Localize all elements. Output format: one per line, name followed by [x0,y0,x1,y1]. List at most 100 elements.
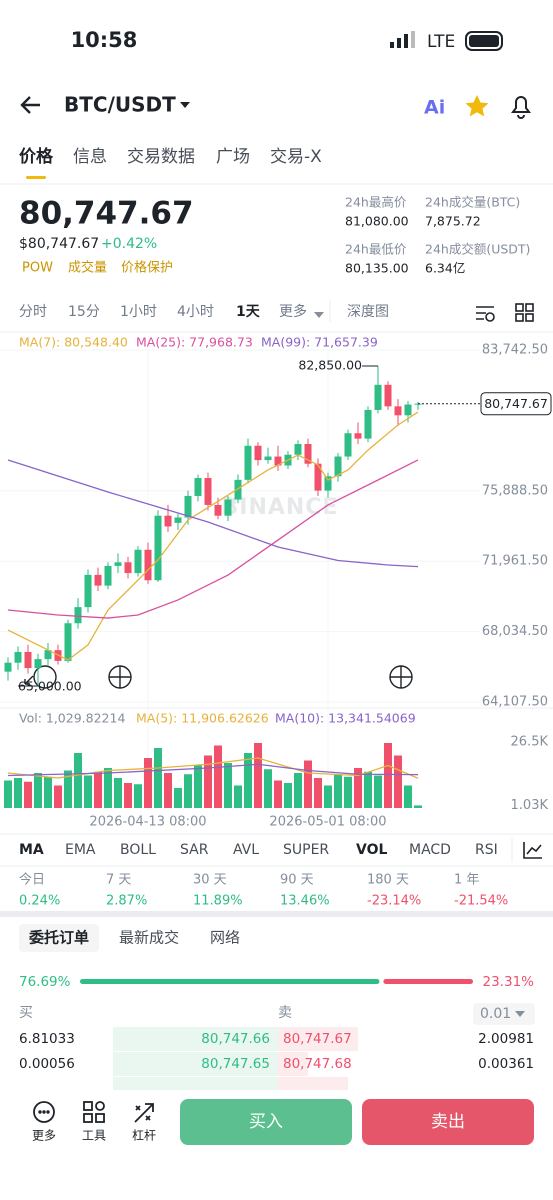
indicator[interactable]: EMA [65,842,96,858]
sell-label[interactable]: 卖出 [431,1112,465,1132]
alert-button[interactable] [511,96,531,119]
volume-bar [314,778,322,808]
tab[interactable]: 交易数据 [127,147,195,167]
chart-tools[interactable] [476,303,534,322]
volume-bar [334,774,342,808]
price-tag[interactable]: 成交量 [68,260,107,276]
pair-dropdown[interactable] [180,102,190,108]
order-tab[interactable]: 委托订单 [29,929,89,947]
chart-settings[interactable] [523,842,542,859]
candle-body [244,445,252,480]
ma-line [7,459,419,568]
volume-bar [74,753,82,808]
step-select[interactable] [473,1003,535,1025]
volume-bar [244,753,252,808]
volume-bar [234,785,242,808]
period-change: 0.24% [19,894,60,909]
order-tab[interactable]: 网络 [210,929,240,947]
buy-ratio-bar [80,979,380,984]
interval[interactable]: 15分 [68,304,100,320]
stat-label: 24h最高价 [345,195,407,210]
candle-body [4,662,12,672]
bottom-nav-label[interactable]: 杠杆 [132,1128,156,1143]
back-button[interactable] [20,96,40,114]
interval[interactable]: 4小时 [177,304,214,320]
buy-label[interactable]: 买入 [249,1112,283,1132]
annotation: 65,000.00 [18,679,82,694]
ma-line [7,459,419,619]
volume-bar [154,748,162,808]
volume-bar [214,745,222,808]
tab[interactable]: 广场 [216,147,250,167]
bottom-nav-label[interactable]: 更多 [32,1129,56,1143]
candle-body [344,433,352,457]
interval[interactable]: 1小时 [120,304,157,320]
tab[interactable]: 交易-X [270,147,322,167]
y-tick-label: 75,888.50 [482,483,548,498]
ma-legend: MA(25): 77,968.73 [136,335,253,350]
volume-bar [324,785,332,808]
volume-bar [274,780,282,808]
stat-label: 24h最低价 [345,242,407,257]
buy-button[interactable] [180,1099,352,1145]
volume-bar [264,769,272,808]
ai-button[interactable]: Ai [424,97,445,119]
indicator[interactable]: AVL [233,842,259,858]
volume-ma-legend: MA(5): 11,906.62626 [136,711,269,726]
interval[interactable]: 分时 [19,304,47,320]
volume-bar [174,788,182,808]
period-change: 13.46% [280,894,330,909]
sell-button[interactable] [362,1099,534,1145]
bottom-nav-label[interactable]: 工具 [82,1129,106,1143]
interval[interactable]: 深度图 [347,304,389,320]
volume-bar [414,805,422,808]
volume-bar [54,785,62,808]
stat-value: 7,875.72 [425,214,481,229]
y-tick-label: 68,034.50 [482,624,548,639]
last-price-label: 80,747.67 [484,396,548,411]
volume-tick-label: 26.5K [511,734,549,749]
fiat-price: $80,747.67 [19,236,99,252]
indicator[interactable]: SAR [180,842,209,858]
more-dropdown[interactable] [314,312,324,318]
candle-body [224,499,232,516]
volume-bar [284,783,292,808]
period: 7 天 [106,873,131,888]
order-tab[interactable]: 最新成交 [119,929,179,947]
indicator[interactable]: MACD [409,842,451,858]
stat-label: 24h成交量(BTC) [425,195,520,210]
volume-bar [394,755,402,808]
indicator[interactable]: RSI [475,842,498,858]
indicator[interactable]: MA [19,842,44,858]
price-change: +0.42% [101,236,157,252]
candle-body [214,504,222,516]
chart-icons[interactable] [24,665,413,689]
step-value[interactable]: 0.01 [480,1006,511,1022]
step-dropdown[interactable] [515,1011,525,1017]
interval[interactable]: 更多 [279,303,307,320]
bid-qty: 0.00056 [19,1056,75,1072]
pair[interactable]: BTC/USDT [64,93,176,117]
interval[interactable]: 1天 [236,304,261,320]
annotation: 82,850.00 [298,358,362,373]
bottom-icons[interactable] [33,1101,154,1123]
period-change: 11.89% [193,894,243,909]
favorite-button[interactable] [465,95,489,117]
indicator[interactable]: SUPER [283,842,329,858]
indicator[interactable]: VOL [356,842,387,858]
candle-body [84,574,92,608]
bid-depth [113,1077,278,1091]
tab[interactable]: 信息 [73,147,107,167]
tab[interactable]: 价格 [19,146,54,167]
volume-tick-label: 1.03K [511,798,549,813]
candle-body [304,443,312,464]
indicator[interactable]: BOLL [120,842,156,858]
y-tick-label: 83,742.50 [482,343,548,358]
x-tick-label: 2026-04-13 08:00 [89,815,206,830]
ma-legend: MA(7): 80,548.40 [19,335,128,350]
candle-body [254,445,262,461]
stat-value: 80,135.00 [345,261,409,276]
price-tag[interactable]: 价格保护 [121,260,173,276]
price-tag[interactable]: POW [22,261,53,276]
